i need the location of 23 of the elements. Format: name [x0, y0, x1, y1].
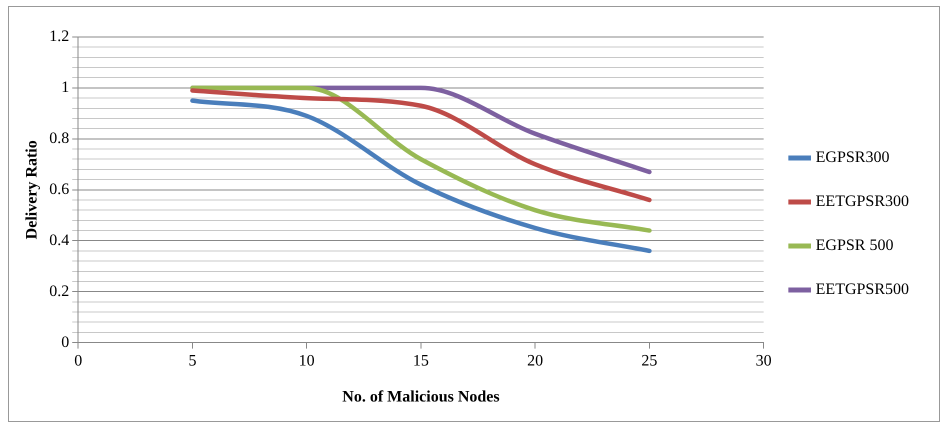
legend-label: EETGPSR300	[816, 193, 909, 210]
x-tick-label: 30	[756, 352, 772, 370]
x-tick-label: 15	[412, 352, 429, 370]
x-tick-label: 25	[641, 352, 658, 370]
y-tick-label: 0.8	[49, 130, 70, 148]
legend-label: EGPSR 500	[816, 237, 894, 254]
y-tick-label: 0	[61, 334, 70, 351]
y-tick-label: 0.6	[49, 181, 70, 198]
x-tick-label: 10	[298, 352, 315, 370]
line-series	[190, 98, 652, 254]
y-axis-title: Delivery Ratio	[24, 140, 41, 240]
legend-label: EETGPSR500	[816, 281, 909, 298]
legend-label: EGPSR300	[816, 149, 890, 166]
x-tick-label: 5	[188, 352, 196, 370]
line-series	[190, 86, 652, 233]
x-axis-title: No. of Malicious Nodes	[342, 388, 500, 406]
y-tick-label: 0.4	[49, 232, 70, 249]
y-tick-label: 1.2	[49, 28, 70, 46]
line-series	[190, 88, 652, 202]
x-tick-label: 20	[527, 352, 544, 370]
y-tick-label: 0.2	[49, 282, 70, 300]
x-tick-label: 0	[74, 352, 82, 370]
y-tick-label: 1	[61, 79, 70, 96]
